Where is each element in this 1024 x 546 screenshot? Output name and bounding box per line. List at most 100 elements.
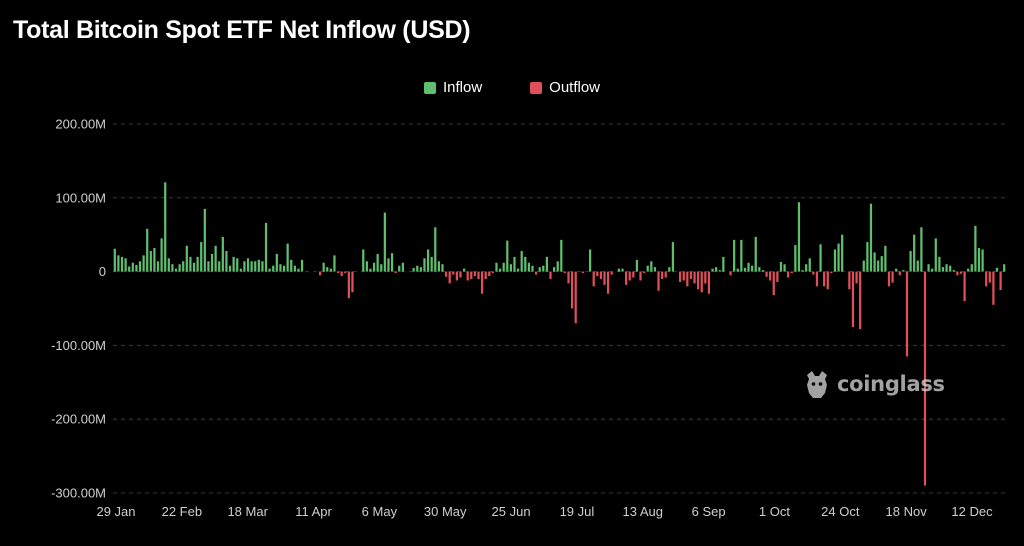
- inflow-bar: [149, 250, 152, 272]
- legend-item-inflow[interactable]: Inflow: [423, 79, 482, 96]
- outflow-bar: [823, 271, 826, 287]
- outflow-bar: [473, 271, 476, 277]
- inflow-bar: [837, 243, 840, 272]
- inflow-bar: [329, 268, 332, 272]
- outflow-bar: [632, 271, 635, 278]
- x-tick-label: 1 Oct: [759, 504, 790, 519]
- inflow-bar: [282, 265, 286, 272]
- inflow-bar: [970, 264, 973, 272]
- outflow-bar: [765, 271, 768, 277]
- inflow-bar: [362, 249, 365, 272]
- inflow-bar: [174, 268, 178, 272]
- outflow-bar: [855, 271, 858, 284]
- outflow-bar: [549, 271, 552, 279]
- inflow-bar: [398, 265, 401, 272]
- outflow-bar: [563, 271, 567, 274]
- inflow-bar: [401, 262, 404, 272]
- inflow-bar: [797, 202, 801, 272]
- inflow-bar: [711, 268, 714, 272]
- inflow-bar: [369, 268, 372, 272]
- outflow-bar: [610, 271, 613, 275]
- inflow-bar: [833, 249, 837, 272]
- inflow-bar: [218, 261, 221, 272]
- inflow-bar: [264, 222, 268, 272]
- inflow-bar: [387, 258, 390, 272]
- coinglass-logo-icon: [807, 371, 827, 398]
- inflow-bar: [650, 261, 653, 272]
- outflow-bar: [905, 271, 909, 357]
- inflow-bar: [977, 247, 981, 272]
- inflow-bar: [1003, 264, 1006, 272]
- inflow-bar: [513, 256, 516, 272]
- outflow-bar: [898, 271, 901, 276]
- chart-title: Total Bitcoin Spot ETF Net Inflow (USD): [13, 16, 471, 44]
- outflow-bar: [448, 271, 451, 284]
- outflow-bar: [643, 271, 646, 274]
- inflow-bar: [498, 268, 502, 272]
- watermark: coinglass: [803, 369, 945, 399]
- inflow-bar: [225, 250, 228, 272]
- outflow-bar: [480, 271, 484, 294]
- outflow-bar: [985, 271, 988, 287]
- inflow-bar: [866, 242, 869, 272]
- outflow-bar: [682, 271, 685, 281]
- inflow-bar: [462, 268, 466, 272]
- inflow-bar: [967, 268, 970, 272]
- inflow-bar: [761, 270, 765, 272]
- outflow-bar: [707, 271, 711, 294]
- inflow-bar: [736, 268, 739, 272]
- inflow-bar: [995, 267, 999, 272]
- inflow-bar: [426, 249, 430, 272]
- inflow-bar: [841, 234, 844, 272]
- outflow-bar: [787, 271, 790, 278]
- inflow-bar: [794, 245, 797, 272]
- inflow-bar: [419, 267, 422, 272]
- inflow-bar: [203, 208, 206, 272]
- inflow-bar: [895, 268, 898, 272]
- inflow-bar: [560, 239, 563, 272]
- inflow-bar: [873, 252, 876, 272]
- inflow-bar: [236, 258, 239, 272]
- outflow-bar: [574, 271, 577, 324]
- x-tick-label: 18 Nov: [886, 504, 928, 519]
- x-tick-label: 25 Jun: [492, 504, 531, 519]
- outflow-bar: [923, 271, 927, 486]
- inflow-bar: [135, 264, 138, 272]
- legend-swatch-outflow: [530, 81, 543, 94]
- inflow-bar: [931, 268, 934, 272]
- inflow-bar: [272, 265, 275, 272]
- y-tick-label: 100.00M: [55, 190, 106, 205]
- outflow-bar: [491, 271, 495, 274]
- inflow-bar: [131, 262, 134, 272]
- outflow-bar: [318, 271, 322, 276]
- inflow-bar: [934, 238, 937, 272]
- outflow-bar: [830, 271, 833, 274]
- outflow-bar: [700, 271, 703, 293]
- x-tick-label: 30 May: [424, 504, 467, 519]
- outflow-bar: [444, 271, 448, 277]
- inflow-bar: [941, 267, 945, 272]
- outflow-bar: [570, 271, 574, 309]
- inflow-bar: [506, 240, 509, 272]
- inflow-bar: [160, 238, 163, 272]
- inflow-bar: [232, 256, 235, 272]
- outflow-bar: [336, 271, 340, 274]
- inflow-bar: [974, 225, 977, 272]
- inflow-bar: [747, 262, 750, 272]
- inflow-bar: [120, 256, 124, 272]
- inflow-bar: [646, 265, 649, 272]
- x-tick-label: 6 May: [362, 504, 398, 519]
- inflow-bar: [718, 270, 721, 272]
- inflow-bar: [808, 258, 811, 272]
- outflow-bar: [959, 271, 963, 274]
- x-tick-label: 6 Sep: [692, 504, 726, 519]
- inflow-bar: [502, 262, 505, 272]
- inflow-bar: [333, 255, 336, 272]
- outflow-bar: [790, 271, 793, 274]
- inflow-bar: [671, 242, 675, 272]
- inflow-bar: [365, 261, 368, 272]
- inflow-bar: [412, 267, 415, 272]
- legend-item-outflow[interactable]: Outflow: [530, 79, 600, 96]
- y-tick-label: 0: [99, 264, 106, 279]
- outflow-bar: [956, 271, 959, 276]
